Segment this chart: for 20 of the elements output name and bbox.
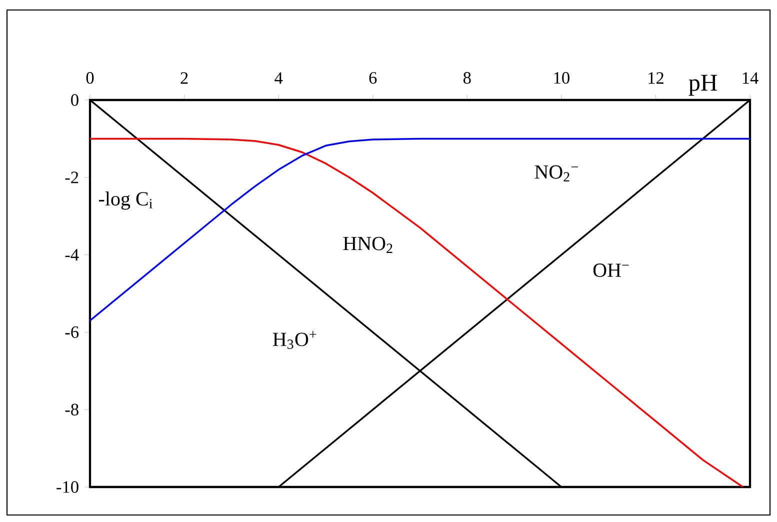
- x-tick-label: 0: [86, 72, 94, 84]
- series-label: OH$^{−}$: [593, 264, 629, 277]
- x-tick-label: 2: [180, 72, 188, 84]
- y-tick-label: -10: [56, 481, 78, 493]
- y-tick-label: 0: [71, 94, 78, 106]
- y-tick-label: -2: [65, 172, 78, 184]
- x-tick-label: 4: [274, 72, 283, 84]
- series-label: NO$_{2}$−: [534, 165, 578, 182]
- x-tick-label: 6: [369, 72, 377, 84]
- y-axis-title: -log C$_{i}$: [99, 192, 152, 210]
- x-tick-label: 10: [554, 72, 570, 84]
- y-tick-label: -6: [65, 326, 79, 338]
- x-tick-label: 8: [463, 72, 471, 84]
- series-label: HNO$_{2}$: [343, 236, 392, 253]
- x-tick-label: 14: [742, 72, 758, 84]
- x-tick-label: 12: [648, 72, 664, 84]
- y-tick-label: -4: [65, 249, 79, 261]
- series-label: H$_{3}$O$^{+}$: [272, 331, 316, 349]
- x-axis-title: pH: [688, 74, 718, 96]
- y-tick-label: -8: [65, 404, 78, 416]
